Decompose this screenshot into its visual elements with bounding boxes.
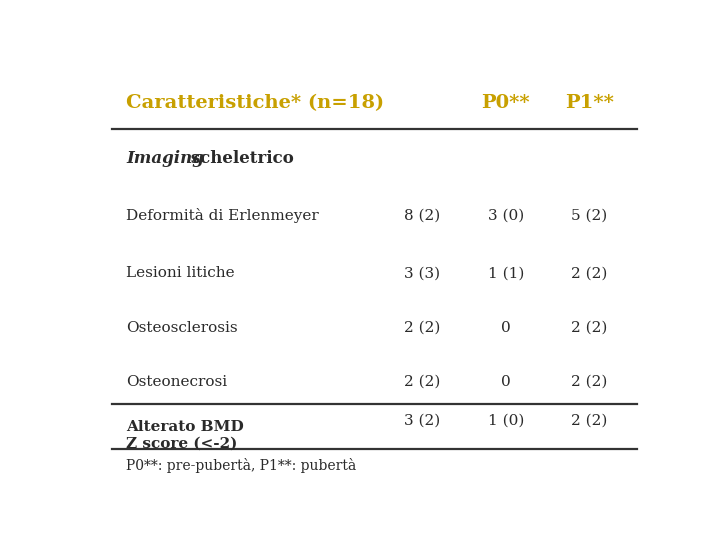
Text: 5 (2): 5 (2) xyxy=(571,208,608,222)
Text: 1 (1): 1 (1) xyxy=(487,266,524,280)
Text: 0: 0 xyxy=(501,321,510,334)
Text: P0**: P0** xyxy=(482,94,530,112)
Text: P1**: P1** xyxy=(565,94,614,112)
Text: Osteosclerosis: Osteosclerosis xyxy=(126,321,238,334)
Text: Osteonecrosi: Osteonecrosi xyxy=(126,375,228,389)
Text: Alterato BMD
Z score (<-2): Alterato BMD Z score (<-2) xyxy=(126,420,244,450)
Text: 8 (2): 8 (2) xyxy=(404,208,440,222)
Text: P0**: pre-pubertà, P1**: pubertà: P0**: pre-pubertà, P1**: pubertà xyxy=(126,458,356,472)
Text: 1 (0): 1 (0) xyxy=(487,414,524,428)
Text: 2 (2): 2 (2) xyxy=(571,321,608,334)
Text: 2 (2): 2 (2) xyxy=(404,375,440,389)
Text: 3 (3): 3 (3) xyxy=(404,266,440,280)
Text: 2 (2): 2 (2) xyxy=(571,414,608,428)
Text: 2 (2): 2 (2) xyxy=(571,375,608,389)
Text: Lesioni litiche: Lesioni litiche xyxy=(126,266,235,280)
Text: Imaging: Imaging xyxy=(126,150,204,167)
Text: 3 (2): 3 (2) xyxy=(404,414,440,428)
Text: scheletrico: scheletrico xyxy=(185,150,294,167)
Text: 2 (2): 2 (2) xyxy=(404,321,440,334)
Text: Caratteristiche* (n=18): Caratteristiche* (n=18) xyxy=(126,94,384,112)
Text: 3 (0): 3 (0) xyxy=(487,208,524,222)
Text: Deformità di Erlenmeyer: Deformità di Erlenmeyer xyxy=(126,208,319,223)
Text: 0: 0 xyxy=(501,375,510,389)
Text: 2 (2): 2 (2) xyxy=(571,266,608,280)
